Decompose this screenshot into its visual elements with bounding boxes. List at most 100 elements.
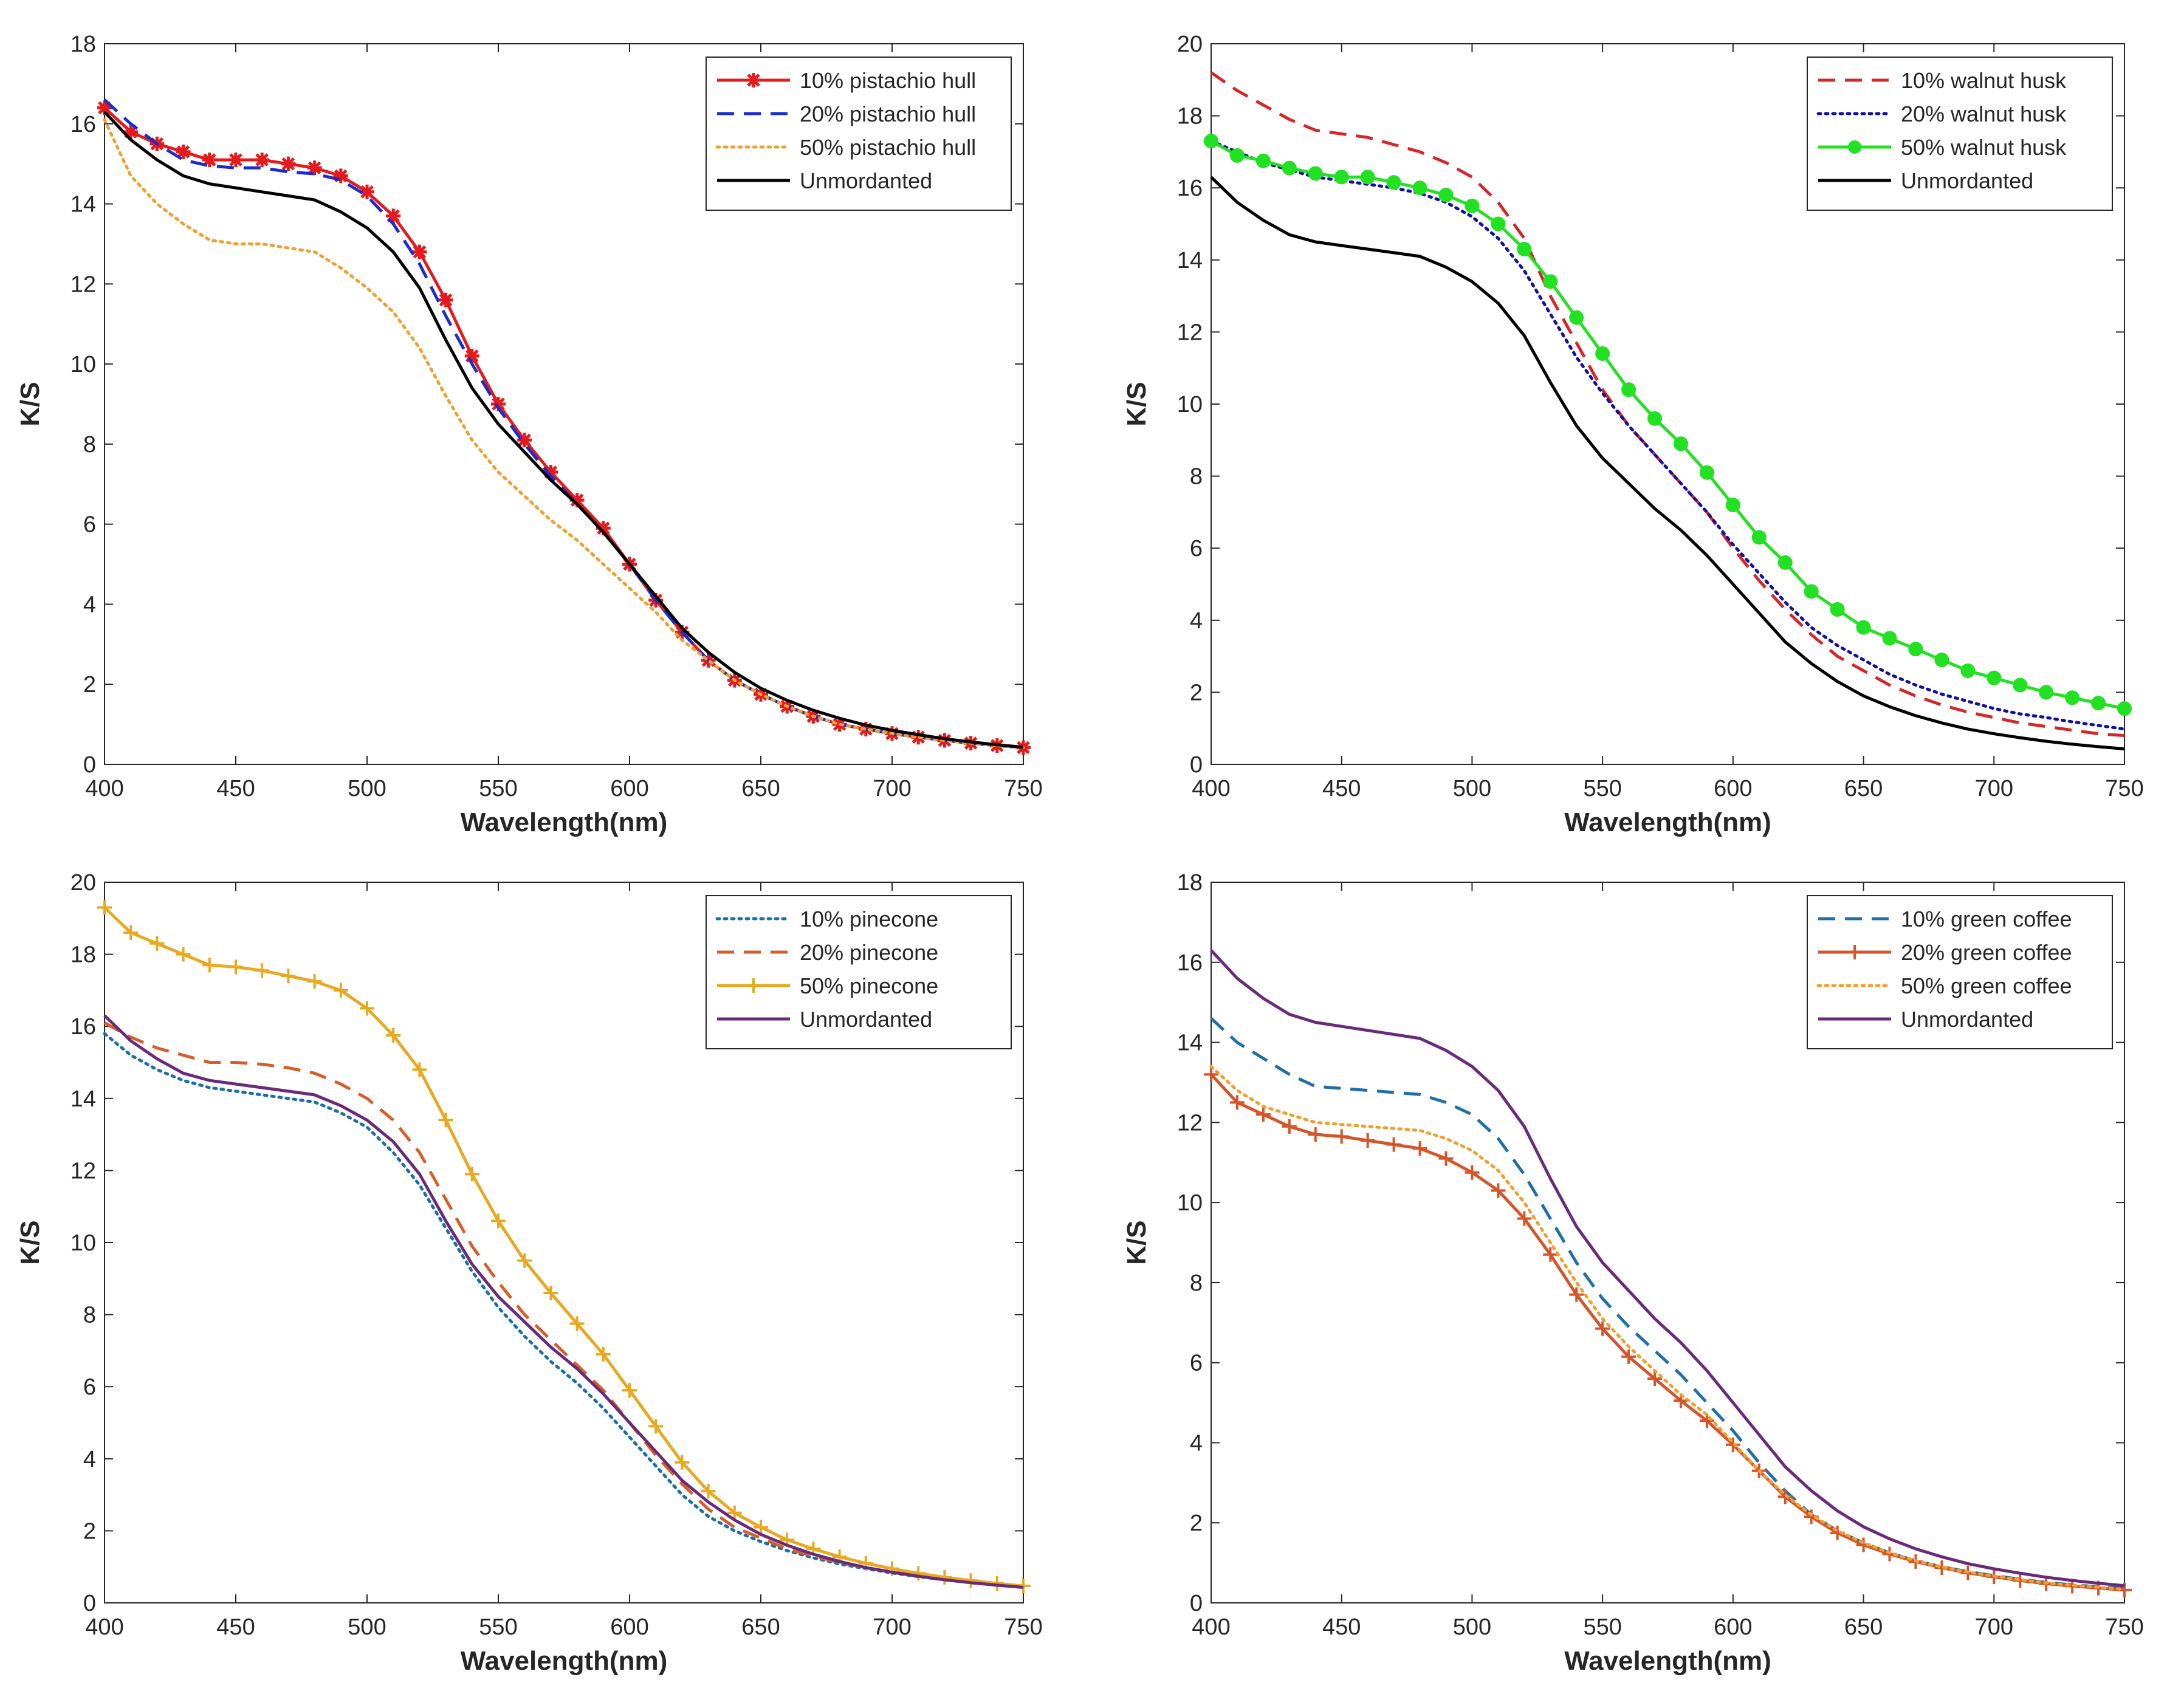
x-tick-label: 450	[216, 776, 255, 801]
legend-label-3: 50% green coffee	[1901, 973, 2072, 998]
x-tick-label: 700	[1975, 1614, 2013, 1640]
data-point	[675, 1455, 690, 1470]
y-tick-label: 12	[70, 272, 96, 297]
series-line-1	[1210, 1017, 2125, 1590]
data-point	[1517, 242, 1532, 257]
x-tick-label: 550	[479, 1614, 517, 1640]
y-tick-label: 4	[83, 1447, 96, 1472]
x-axis-label: Wavelength(nm)	[461, 808, 668, 837]
x-tick-label: 500	[348, 1614, 386, 1640]
data-point	[1438, 188, 1454, 203]
data-point	[1543, 1247, 1558, 1262]
data-point	[202, 958, 217, 973]
legend-label-3: 50% pinecone	[800, 973, 938, 998]
y-tick-label: 2	[1190, 680, 1203, 705]
chart-panel-3: 400 450 500 550 600 650 700 750 0 2 4 6 8 10 12 14 16 18 2…	[15, 870, 1043, 1676]
y-tick-label: 6	[1190, 536, 1203, 561]
data-point-core	[258, 156, 267, 165]
data-point	[937, 1569, 952, 1585]
y-tick-label: 16	[1177, 176, 1203, 201]
y-tick-label: 8	[1190, 1271, 1203, 1296]
legend-marker-core	[749, 76, 758, 84]
x-tick-label: 500	[1453, 1614, 1491, 1640]
data-point	[1255, 153, 1271, 168]
y-axis-label: K/S	[1122, 1220, 1152, 1264]
series-line-4	[103, 1014, 1024, 1589]
chart-panel-4: 400 450 500 550 600 650 700 750 0 2 4 6 8 10 12 14 16 18 W…	[1122, 870, 2144, 1676]
data-point	[1777, 555, 1793, 570]
series-line-2	[1209, 139, 2126, 731]
y-tick-label: 8	[1190, 464, 1203, 490]
y-tick-label: 6	[83, 512, 96, 538]
data-point	[1569, 310, 1584, 325]
legend-label-2: 20% pinecone	[800, 940, 938, 965]
data-point	[281, 969, 296, 984]
data-point	[1438, 1151, 1454, 1166]
data-point	[360, 1001, 374, 1016]
y-tick-label: 18	[1177, 870, 1203, 896]
legend-label-4: Unmordanted	[800, 1007, 932, 1032]
data-point-core	[205, 156, 214, 165]
y-tick-label: 2	[83, 1518, 96, 1544]
data-point	[1412, 180, 1427, 196]
legend-marker	[746, 978, 761, 993]
data-point	[1386, 175, 1401, 190]
y-tick-label: 12	[1177, 1110, 1203, 1136]
chart-panel-2: 400 450 500 550 600 650 700 750 0 2 4 6 8 10 12 14 16 18 2…	[1122, 32, 2144, 837]
data-point	[1595, 346, 1610, 361]
data-point	[701, 1484, 716, 1499]
data-point	[1334, 170, 1349, 185]
data-point	[1960, 663, 1976, 678]
x-tick-label: 650	[1844, 1614, 1883, 1640]
x-tick-label: 650	[741, 1614, 780, 1640]
x-tick-label: 700	[873, 776, 911, 801]
legend-label-4: Unmordanted	[1901, 1007, 2033, 1032]
data-point	[727, 1505, 742, 1520]
legend-label-4: Unmordanted	[800, 168, 932, 193]
data-point	[255, 963, 270, 978]
y-tick-label: 10	[1177, 392, 1203, 417]
data-point	[648, 1419, 664, 1434]
data-point	[412, 1062, 427, 1077]
y-axis-label: K/S	[15, 382, 45, 426]
x-tick-label: 600	[610, 1614, 648, 1640]
y-tick-label: 16	[1177, 950, 1203, 976]
data-point-core	[100, 103, 109, 112]
data-point	[176, 947, 191, 962]
legend-label-2: 20% walnut husk	[1901, 101, 2067, 126]
x-tick-label: 400	[1192, 776, 1230, 801]
x-tick-label: 550	[1583, 776, 1621, 801]
legend-label-1: 10% pistachio hull	[800, 68, 976, 93]
x-axis-label: Wavelength(nm)	[461, 1646, 668, 1676]
data-point	[1647, 411, 1663, 426]
data-point	[1360, 170, 1375, 185]
data-point	[1934, 653, 1949, 668]
data-point	[464, 1167, 479, 1182]
data-point	[1987, 670, 2002, 685]
y-tick-label: 2	[83, 672, 96, 698]
legend-label-2: 20% green coffee	[1901, 940, 2072, 965]
data-point	[1491, 216, 1506, 232]
data-point	[1204, 134, 1218, 149]
data-point	[491, 1213, 506, 1229]
data-point-core	[389, 211, 398, 221]
legend-label-3: 50% walnut husk	[1901, 135, 2067, 160]
x-tick-label: 550	[1583, 1614, 1621, 1640]
legend-label-2: 20% pistachio hull	[800, 101, 976, 126]
y-tick-label: 6	[83, 1374, 96, 1400]
x-axis-label: Wavelength(nm)	[1564, 808, 1771, 837]
data-point	[1751, 530, 1767, 545]
data-point	[911, 1566, 926, 1581]
x-tick-label: 500	[348, 776, 386, 801]
x-tick-label: 600	[1714, 776, 1752, 801]
data-point	[1229, 148, 1245, 163]
x-tick-label: 750	[2105, 776, 2143, 801]
y-tick-label: 6	[1190, 1351, 1203, 1376]
x-tick-label: 400	[85, 776, 123, 801]
data-point	[2039, 685, 2054, 700]
data-point	[228, 959, 243, 975]
data-point	[2117, 701, 2132, 716]
data-point	[1412, 1141, 1427, 1156]
y-tick-label: 18	[70, 32, 96, 57]
y-tick-label: 10	[70, 352, 96, 377]
